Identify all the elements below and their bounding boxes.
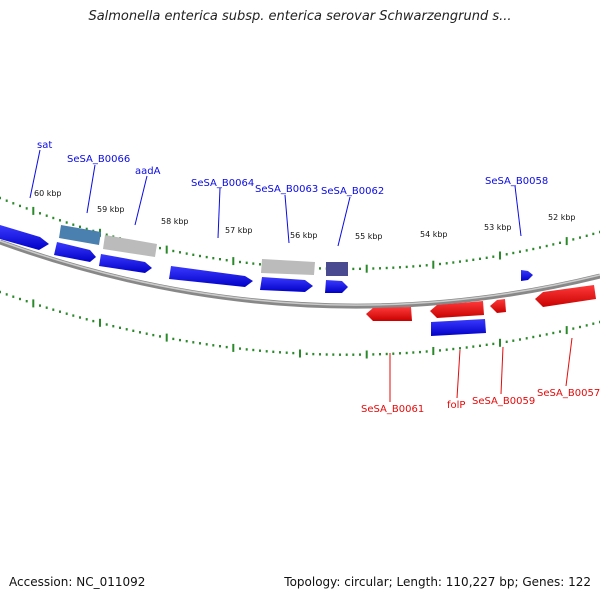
gene-arrow-forward[interactable] [54, 242, 96, 262]
gene-arrow-forward[interactable] [325, 280, 348, 293]
genome-summary-text: Topology: circular; Length: 110,227 bp; … [284, 575, 591, 589]
gene-arrow-forward[interactable] [169, 266, 253, 287]
scale-labels: 60 kbp 59 kbp 58 kbp 57 kbp 56 kbp 55 kb… [34, 189, 576, 241]
genome-backbone-highlight [0, 240, 600, 306]
scale-label: 59 kbp [97, 205, 125, 214]
reverse-genes [366, 285, 596, 321]
scale-label: 52 kbp [548, 213, 576, 222]
gene-arrow-folp[interactable] [430, 301, 484, 318]
map-title: Salmonella enterica subsp. enterica sero… [88, 9, 512, 24]
scale-label: 53 kbp [484, 223, 512, 232]
gene-block-sesa-b0062[interactable] [326, 262, 348, 276]
gene-arrow-sesa-b0061[interactable] [366, 307, 412, 321]
scale-label: 58 kbp [161, 217, 189, 226]
genome-backbone [0, 239, 600, 309]
gene-label-sesa-b0064[interactable]: SeSA_B0064 [191, 178, 254, 189]
scale-ticks-lower [0, 290, 600, 359]
accession-text: Accession: NC_011092 [9, 575, 146, 589]
scale-label: 57 kbp [225, 226, 253, 235]
forward-genes [0, 225, 533, 336]
scale-label: 56 kbp [290, 231, 318, 240]
label-leaders [29, 149, 573, 402]
reverse-gene-labels: SeSA_B0061 folP SeSA_B0059 SeSA_B0057 [361, 388, 600, 415]
gene-label-sesa-b0058[interactable]: SeSA_B0058 [485, 176, 548, 187]
scale-label: 60 kbp [34, 189, 62, 198]
gene-arrow-forward[interactable] [521, 270, 533, 281]
gene-arrow-forward[interactable] [99, 254, 152, 273]
scale-label: 54 kbp [420, 230, 448, 239]
gene-block-sesa-b0066[interactable] [59, 225, 101, 245]
scale-label: 55 kbp [355, 232, 383, 241]
gene-label-sesa-b0061[interactable]: SeSA_B0061 [361, 404, 424, 415]
gene-arrow-sesa-b0059[interactable] [490, 299, 506, 313]
gene-label-sesa-b0057[interactable]: SeSA_B0057 [537, 388, 600, 399]
gene-arrow-sesa-b0057[interactable] [535, 285, 596, 307]
gene-block-sesa-b0063[interactable] [261, 259, 315, 275]
gene-label-sesa-b0062[interactable]: SeSA_B0062 [321, 186, 384, 197]
gene-arrow-forward[interactable] [260, 277, 313, 292]
gene-arrow-forward[interactable] [431, 319, 486, 336]
gene-block-aada[interactable] [103, 235, 157, 257]
forward-gene-labels: sat SeSA_B0066 aadA SeSA_B0064 SeSA_B006… [37, 140, 548, 197]
gene-label-sesa-b0066[interactable]: SeSA_B0066 [67, 154, 130, 165]
gene-label-aada[interactable]: aadA [135, 166, 161, 177]
gene-label-sesa-b0063[interactable]: SeSA_B0063 [255, 184, 318, 195]
gene-label-sesa-b0059[interactable]: SeSA_B0059 [472, 396, 535, 407]
gene-label-sat[interactable]: sat [37, 140, 52, 151]
gene-label-folp[interactable]: folP [447, 400, 465, 411]
gene-arrow-sat[interactable] [0, 225, 49, 250]
